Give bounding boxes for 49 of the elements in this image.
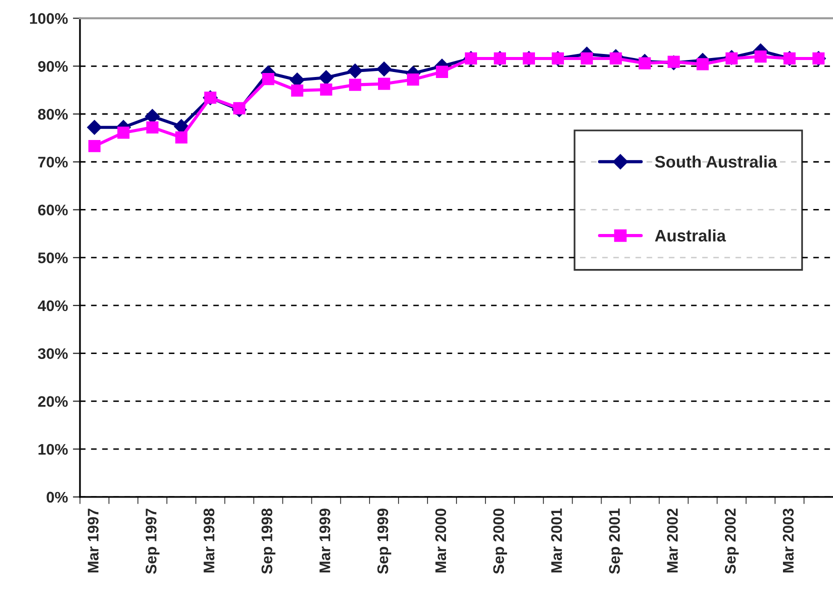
x-tick-label: Sep 2000: [493, 508, 508, 574]
y-tick-label: 50%: [38, 252, 68, 264]
x-tick-label: Sep 1998: [262, 508, 276, 574]
y-tick-label: 90%: [38, 61, 68, 72]
point: [436, 66, 448, 78]
point: [726, 52, 738, 65]
y-tick-label: 60%: [38, 204, 68, 216]
point: [610, 52, 622, 65]
y-tick-label: 20%: [38, 396, 68, 407]
y-tick-label: 100%: [30, 13, 68, 24]
point: [754, 50, 767, 63]
x-tick-label: Sep 2002: [724, 508, 739, 574]
x-tick-label: Sep 1999: [377, 508, 392, 574]
legend-label: South Australia: [655, 155, 778, 168]
point: [320, 84, 332, 96]
x-tick-label: Mar 1997: [88, 508, 99, 572]
x-tick-label: Mar 2001: [551, 508, 562, 572]
y-tick-label: 70%: [38, 156, 68, 168]
point: [146, 121, 158, 134]
y-tick-label: 30%: [38, 348, 68, 360]
point: [233, 102, 246, 114]
point: [262, 72, 274, 86]
x-tick-label: Mar 2000: [435, 508, 446, 572]
point: [696, 58, 709, 70]
x-tick-label: Mar 1999: [319, 508, 330, 572]
x-tick-label: Sep 1997: [146, 508, 160, 574]
point: [580, 52, 593, 65]
x-tick-label: Mar 2002: [666, 508, 678, 572]
y-tick-label: 10%: [38, 444, 68, 455]
point: [406, 73, 420, 86]
y-tick-label: 0%: [46, 492, 68, 503]
point: [348, 64, 363, 78]
point: [175, 131, 188, 144]
point: [376, 62, 392, 76]
y-tick-label: 40%: [38, 300, 68, 312]
point: [117, 126, 130, 139]
point: [349, 78, 362, 91]
point: [88, 140, 101, 152]
point: [638, 57, 651, 70]
x-tick-label: Mar 2003: [782, 508, 794, 572]
point: [291, 84, 304, 97]
point: [378, 78, 390, 90]
x-tick-label: Sep 2001: [609, 508, 623, 574]
point: [668, 56, 680, 68]
x-tick-label: Mar 1998: [204, 508, 214, 572]
point: [318, 70, 334, 86]
y-tick-label: 80%: [38, 108, 68, 120]
legend-label: Australia: [654, 229, 726, 242]
point: [87, 120, 102, 135]
